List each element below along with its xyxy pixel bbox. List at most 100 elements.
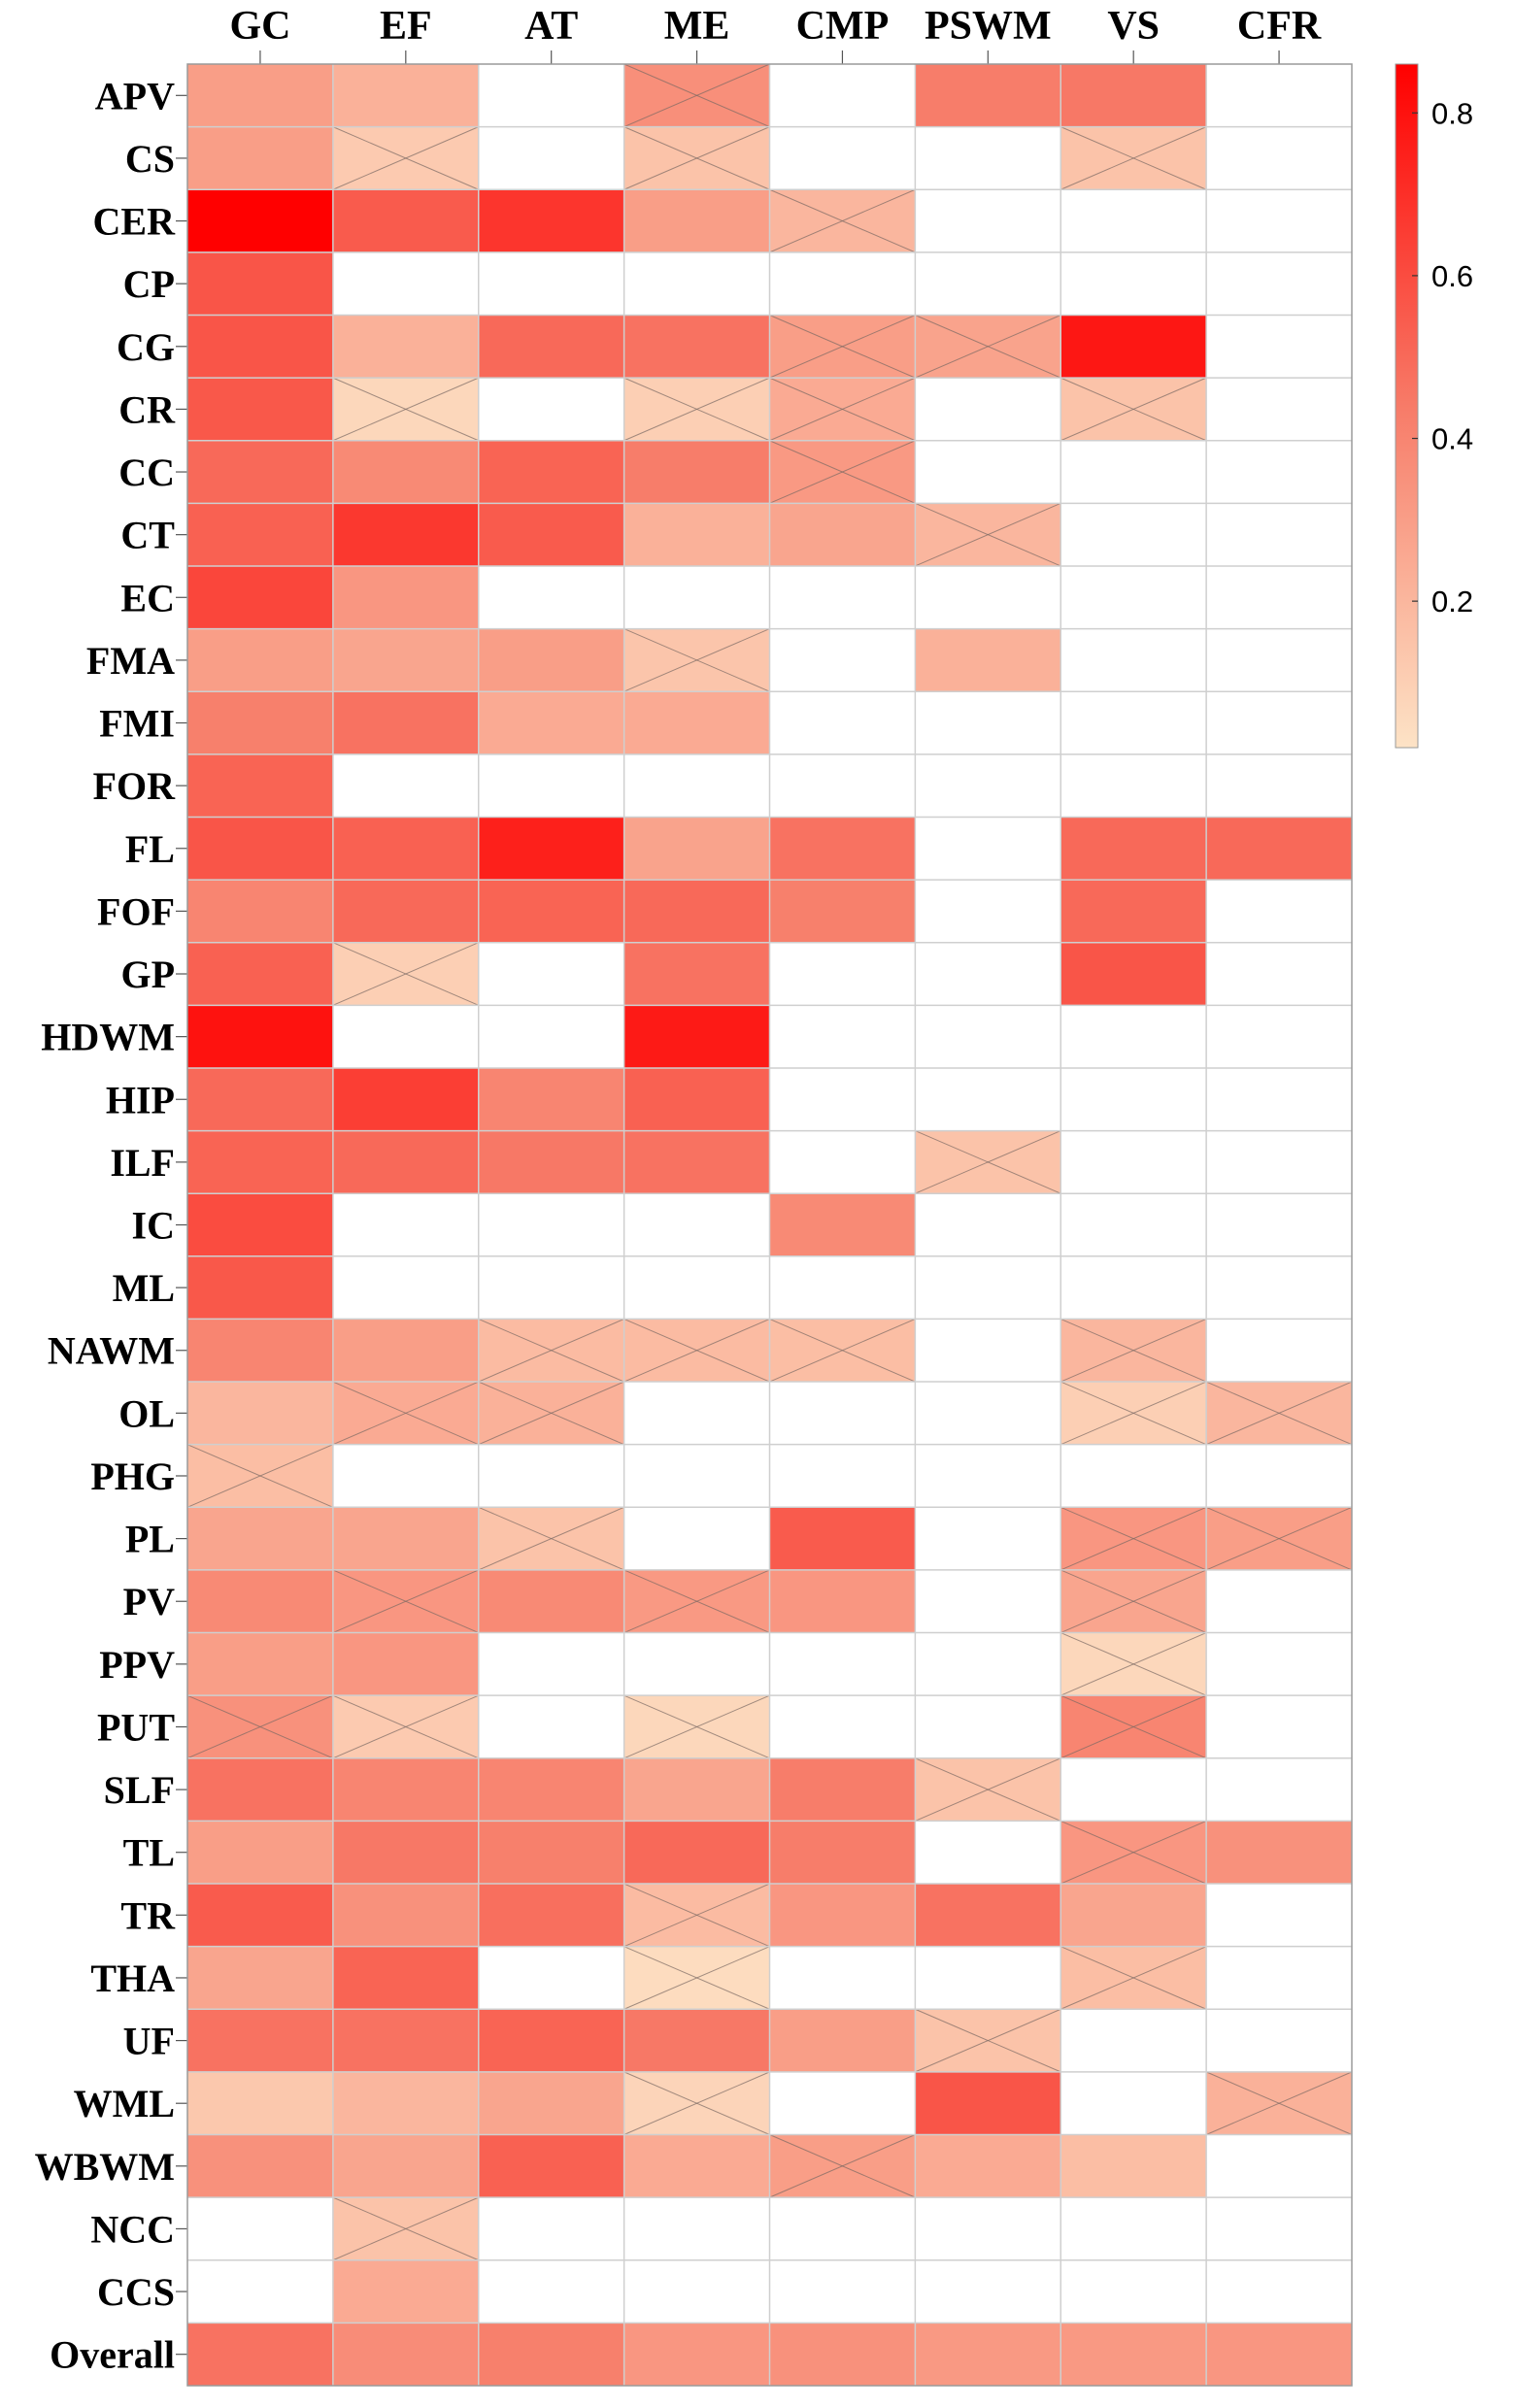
cell-cross-line — [1060, 1632, 1207, 1696]
cell-cross-line — [478, 1381, 624, 1446]
heatmap-cell — [332, 1632, 479, 1696]
cell-cross-line — [915, 315, 1061, 379]
column-label-ef: EF — [380, 4, 432, 49]
row-label-cer: CER — [93, 200, 177, 244]
heatmap-cell — [187, 2009, 333, 2072]
cell-fill — [623, 942, 770, 1006]
cell-cross-line — [332, 1694, 479, 1759]
cell-fill — [1060, 880, 1207, 943]
heatmap-cell — [478, 189, 624, 252]
heatmap-cell — [187, 1130, 333, 1194]
cell-fill — [623, 189, 770, 252]
cell-fill — [478, 189, 624, 252]
cell-cross-line — [1060, 126, 1207, 190]
heatmap-cell — [332, 1319, 479, 1383]
heatmap-cell — [478, 1067, 624, 1131]
heatmap-cell — [332, 2071, 479, 2135]
heatmap-cell — [187, 1067, 333, 1131]
cell-cross-line — [1205, 2071, 1353, 2135]
cell-cross-line — [623, 126, 770, 190]
cell-fill — [1060, 315, 1207, 379]
heatmap-cell — [769, 188, 916, 253]
heatmap-cell — [915, 2323, 1061, 2386]
heatmap-cell — [915, 1130, 1061, 1194]
cell-fill — [623, 1821, 770, 1885]
heatmap-cell — [187, 691, 333, 754]
heatmap-cell — [1060, 1946, 1207, 2010]
heatmap-cell — [187, 1255, 333, 1320]
heatmap-cell — [332, 315, 479, 379]
column-label-gc: GC — [229, 4, 290, 49]
heatmap-cell — [623, 817, 770, 881]
heatmap-cell — [915, 1884, 1061, 1947]
heatmap-cell — [332, 1381, 479, 1446]
heatmap-cell — [623, 2009, 770, 2072]
cell-fill — [187, 628, 333, 692]
heatmap-cell — [187, 503, 333, 566]
cell-fill — [478, 1821, 624, 1885]
heatmap-cell — [478, 1318, 624, 1383]
heatmap-cell — [187, 64, 333, 127]
heatmap-cell — [186, 1694, 334, 1759]
heatmap-cell — [332, 1694, 479, 1759]
cell-fill — [187, 64, 333, 127]
cell-fill — [1060, 1884, 1207, 1947]
colorbar-gradient — [1395, 63, 1419, 749]
row-label-cs: CS — [125, 137, 175, 181]
cell-cross-line — [915, 1757, 1061, 1822]
heatmap-cell — [915, 502, 1061, 567]
heatmap-cell — [1060, 1694, 1207, 1759]
row-label-slf: SLF — [104, 1768, 175, 1812]
heatmap-cell — [769, 880, 916, 943]
row-label-put: PUT — [97, 1705, 175, 1749]
heatmap-cell — [187, 942, 333, 1006]
cell-cross-line — [186, 1694, 334, 1759]
cell-cross-line — [1060, 1506, 1207, 1571]
row-label-nawm: NAWM — [48, 1329, 175, 1373]
cell-fill — [332, 565, 479, 629]
heatmap-cell — [769, 503, 916, 566]
heatmap-cell — [623, 63, 770, 128]
cell-fill — [332, 503, 479, 566]
heatmap-cell — [1060, 126, 1207, 190]
heatmap-cell — [332, 2009, 479, 2072]
heatmap-cell — [1206, 817, 1352, 881]
heatmap-cell — [187, 628, 333, 692]
cell-cross-line — [623, 2071, 770, 2135]
cell-fill — [187, 2323, 333, 2386]
heatmap-cell — [187, 1757, 333, 1822]
heatmap-cell — [478, 880, 624, 943]
heatmap-cell — [478, 2071, 624, 2135]
row-label-ncc: NCC — [90, 2207, 175, 2251]
cell-fill — [187, 1507, 333, 1570]
heatmap-cell — [623, 2071, 770, 2135]
heatmap-cell — [623, 126, 770, 190]
cell-fill — [623, 315, 770, 379]
cell-cross-line — [1060, 1820, 1207, 1885]
cell-cross-line — [623, 377, 770, 442]
cell-fill — [623, 503, 770, 566]
cell-fill — [332, 1632, 479, 1696]
row-label-pl: PL — [125, 1518, 175, 1561]
cell-fill — [1060, 942, 1207, 1006]
cell-cross-line — [623, 1694, 770, 1759]
heatmap-grid — [186, 63, 1353, 2387]
cell-fill — [332, 1130, 479, 1194]
heatmap-cell — [332, 1067, 479, 1131]
cell-fill — [187, 1884, 333, 1947]
row-label-cp: CP — [123, 262, 175, 306]
cell-cross-line — [769, 1318, 916, 1383]
heatmap-cell — [332, 2323, 479, 2386]
cell-fill — [187, 691, 333, 754]
colorbar-tick-label: 0.2 — [1431, 585, 1473, 619]
column-label-pswm: PSWM — [925, 4, 1052, 49]
heatmap-cell — [187, 1884, 333, 1947]
cell-fill — [478, 2323, 624, 2386]
heatmap-cell — [1205, 2071, 1353, 2135]
cell-fill — [478, 503, 624, 566]
heatmap-cell — [187, 2323, 333, 2386]
cell-fill — [478, 628, 624, 692]
row-label-cg: CG — [117, 325, 175, 369]
cell-fill — [332, 2259, 479, 2324]
